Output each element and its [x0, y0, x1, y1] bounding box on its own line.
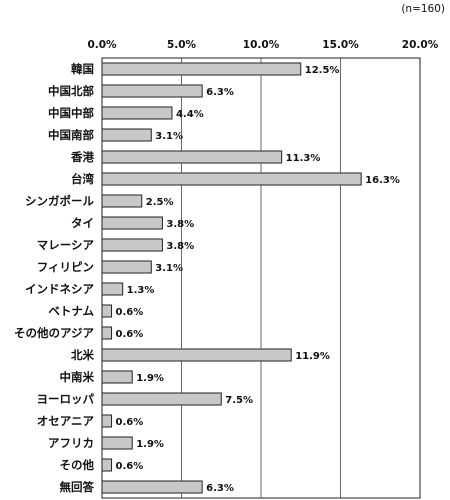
sample-size-note: (n=160) — [401, 3, 445, 15]
bar — [101, 326, 113, 340]
category-label: 韓国 — [71, 62, 94, 76]
bar — [101, 172, 362, 186]
bar — [101, 282, 124, 296]
category-label: ヨーロッパ — [37, 392, 95, 406]
category-label: その他 — [60, 458, 95, 472]
x-tick-label: 20.0% — [402, 39, 439, 51]
x-tick-label: 0.0% — [87, 39, 117, 51]
bar — [101, 150, 283, 164]
category-label: 中国北部 — [48, 84, 94, 98]
data-label: 12.5% — [305, 65, 340, 76]
data-label: 0.6% — [116, 461, 144, 472]
bar — [101, 458, 113, 472]
bar — [101, 216, 163, 230]
category-label: 中国中部 — [48, 106, 94, 120]
data-label: 6.3% — [206, 87, 234, 98]
category-label: 香港 — [70, 150, 94, 164]
category-label: 中国南部 — [48, 128, 94, 142]
x-tick-label: 15.0% — [322, 39, 359, 51]
bar — [101, 260, 152, 274]
category-label: その他のアジア — [14, 326, 95, 340]
data-label: 11.9% — [295, 351, 330, 362]
category-label: インドネシア — [25, 282, 94, 296]
data-label: 3.1% — [155, 263, 183, 274]
category-label: シンガポール — [25, 194, 94, 208]
data-label: 11.3% — [286, 153, 321, 164]
x-tick-label: 5.0% — [167, 39, 197, 51]
category-label: ベトナム — [48, 304, 94, 318]
bar — [101, 194, 143, 208]
x-tick-label: 10.0% — [243, 39, 280, 51]
data-label: 3.8% — [166, 241, 194, 252]
category-label: タイ — [71, 216, 94, 230]
data-label: 2.5% — [146, 197, 174, 208]
category-label: 台湾 — [71, 172, 94, 186]
category-label: フィリピン — [37, 260, 94, 274]
bar — [101, 392, 222, 406]
bar — [101, 238, 163, 252]
category-label: マレーシア — [37, 238, 95, 252]
bar — [101, 128, 152, 142]
data-label: 0.6% — [116, 417, 144, 428]
data-label: 1.9% — [136, 439, 164, 450]
bar — [101, 304, 113, 318]
data-label: 1.3% — [127, 285, 155, 296]
plot-area-frame — [101, 57, 421, 499]
bar — [101, 106, 173, 120]
bar — [101, 84, 203, 98]
bar — [101, 414, 113, 428]
category-label: 無回答 — [60, 480, 95, 494]
data-label: 16.3% — [365, 175, 400, 186]
category-label: 北米 — [71, 348, 94, 362]
data-label: 3.1% — [155, 131, 183, 142]
bar — [101, 370, 133, 384]
category-label: 中南米 — [60, 370, 95, 384]
data-label: 0.6% — [116, 307, 144, 318]
data-label: 3.8% — [166, 219, 194, 230]
data-label: 6.3% — [206, 483, 234, 494]
category-label: オセアニア — [37, 414, 95, 428]
bar — [101, 436, 133, 450]
data-label: 0.6% — [116, 329, 144, 340]
bar — [101, 480, 203, 494]
data-label: 1.9% — [136, 373, 164, 384]
data-label: 4.4% — [176, 109, 204, 120]
bar — [101, 62, 302, 76]
bar — [101, 348, 292, 362]
category-label: アフリカ — [48, 436, 94, 450]
data-label: 7.5% — [225, 395, 253, 406]
